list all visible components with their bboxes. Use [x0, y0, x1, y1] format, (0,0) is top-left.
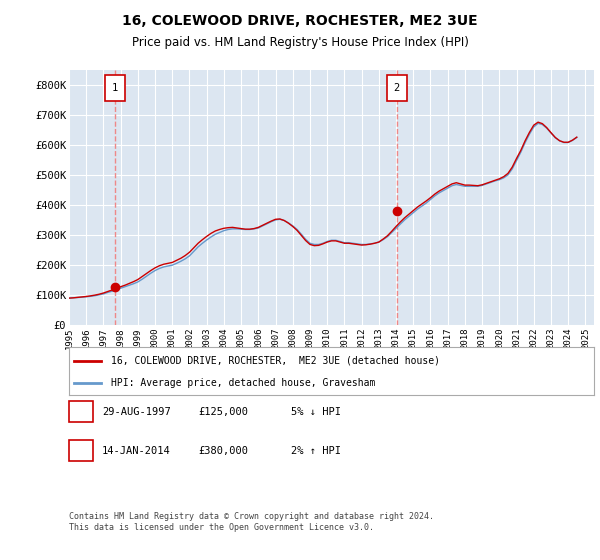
Text: 16, COLEWOOD DRIVE, ROCHESTER, ME2 3UE: 16, COLEWOOD DRIVE, ROCHESTER, ME2 3UE	[122, 14, 478, 28]
FancyBboxPatch shape	[104, 75, 125, 101]
Text: 1: 1	[78, 407, 84, 417]
Text: HPI: Average price, detached house, Gravesham: HPI: Average price, detached house, Grav…	[111, 378, 376, 388]
Text: 5% ↓ HPI: 5% ↓ HPI	[291, 407, 341, 417]
Text: 16, COLEWOOD DRIVE, ROCHESTER,  ME2 3UE (detached house): 16, COLEWOOD DRIVE, ROCHESTER, ME2 3UE (…	[111, 356, 440, 366]
FancyBboxPatch shape	[387, 75, 407, 101]
Text: Price paid vs. HM Land Registry's House Price Index (HPI): Price paid vs. HM Land Registry's House …	[131, 36, 469, 49]
Text: 2: 2	[78, 446, 84, 456]
Text: 29-AUG-1997: 29-AUG-1997	[102, 407, 171, 417]
Text: £125,000: £125,000	[198, 407, 248, 417]
Text: Contains HM Land Registry data © Crown copyright and database right 2024.
This d: Contains HM Land Registry data © Crown c…	[69, 512, 434, 532]
Text: 2% ↑ HPI: 2% ↑ HPI	[291, 446, 341, 456]
Text: 14-JAN-2014: 14-JAN-2014	[102, 446, 171, 456]
Text: 1: 1	[112, 83, 118, 93]
Text: £380,000: £380,000	[198, 446, 248, 456]
Text: 2: 2	[394, 83, 400, 93]
